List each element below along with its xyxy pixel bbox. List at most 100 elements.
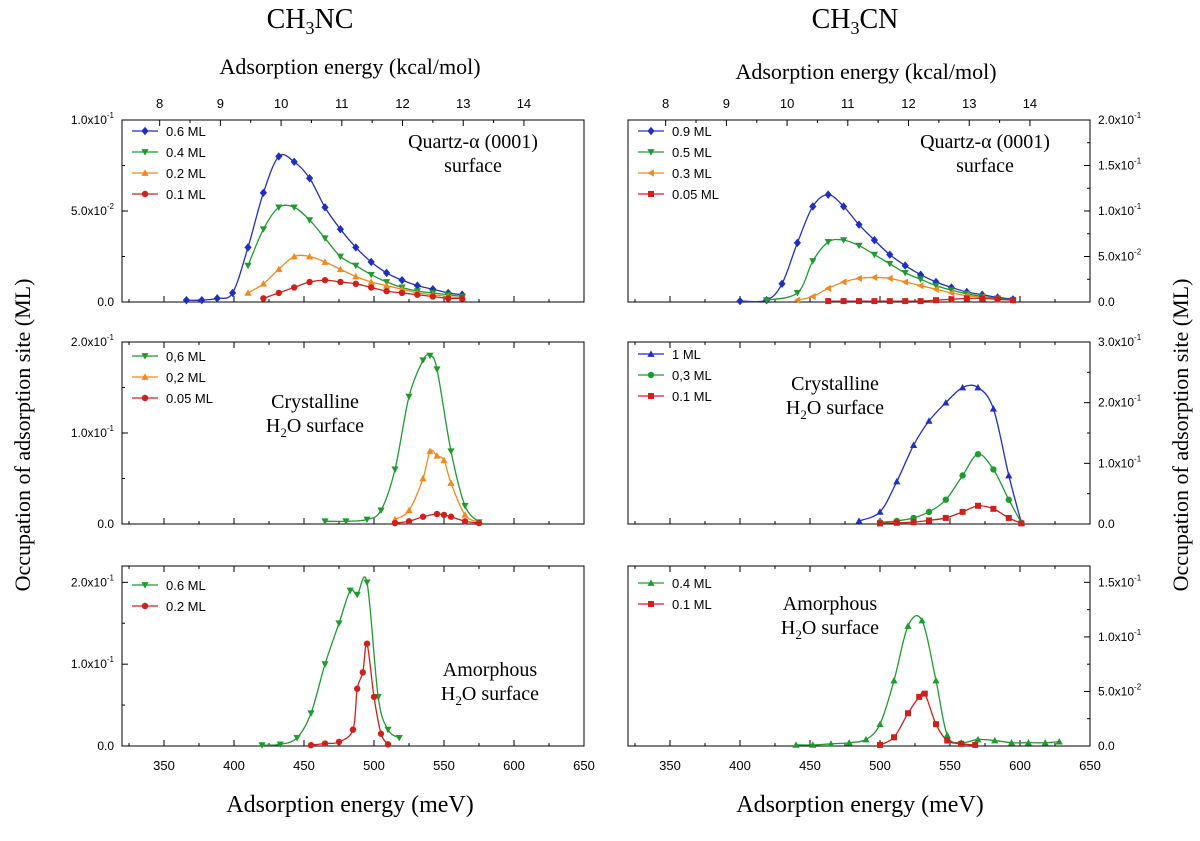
legend-marker <box>647 126 655 136</box>
legend-entry: 1 ML <box>638 347 701 362</box>
title-ch3nc: CH3NC <box>267 4 354 38</box>
data-point <box>886 250 894 259</box>
x-tick-label: 400 <box>223 758 245 773</box>
data-point <box>840 202 848 211</box>
y-tick-mantissa: 5.0x10 <box>1098 250 1134 264</box>
data-point <box>244 262 252 270</box>
y-tick-mantissa: 1.0x10 <box>1098 630 1134 644</box>
data-point <box>293 734 301 742</box>
data-point <box>901 270 909 277</box>
legend-label: 0.1 ML <box>166 187 206 202</box>
data-point <box>917 276 925 283</box>
surface-label: surface <box>956 155 1014 177</box>
y-tick-exponent: -2 <box>1134 248 1142 257</box>
data-point <box>321 235 329 242</box>
legend-entry: 0,3 ML <box>638 368 712 383</box>
data-point <box>972 741 979 748</box>
data-point <box>426 447 434 455</box>
data-point <box>275 289 282 297</box>
top-tick-label: 9 <box>723 96 730 111</box>
data-point <box>306 252 314 260</box>
data-point <box>419 357 427 364</box>
data-point <box>405 518 413 525</box>
y-tick-label: 5.0x10-2 <box>71 202 115 218</box>
series-line <box>879 453 1022 524</box>
data-point <box>1005 514 1012 521</box>
y-tick-label: 2.0x10-1 <box>71 333 115 349</box>
data-point <box>932 282 940 290</box>
legend-entry: 0.6 ML <box>132 124 206 139</box>
title-ch3cn-sub: 3 <box>851 18 860 38</box>
data-point <box>306 174 314 183</box>
y-tick-label: 1.0x10-1 <box>1098 628 1142 644</box>
legend-marker <box>141 169 149 176</box>
data-point <box>991 736 999 744</box>
data-point <box>440 456 448 464</box>
data-point <box>229 288 237 298</box>
legend-label: 0,2 ML <box>166 370 206 385</box>
y-tick-label: 2.0x10-1 <box>71 573 115 589</box>
data-point <box>321 258 329 265</box>
data-point <box>886 260 894 268</box>
data-point <box>917 282 924 290</box>
title-ch3cn-main: CH <box>812 4 851 35</box>
legend-label: 0,3 ML <box>672 368 712 383</box>
data-point <box>370 693 378 701</box>
data-point <box>368 284 375 291</box>
y-tick-exponent: -2 <box>107 202 115 211</box>
y-tick-exponent: -1 <box>1134 202 1142 211</box>
y-tick-label: 1.0x10-1 <box>71 111 115 127</box>
surface-label: surface <box>444 155 502 177</box>
data-point <box>809 202 817 211</box>
title-ch3nc-main: CH <box>267 4 306 35</box>
series-line <box>310 642 389 746</box>
data-point <box>395 734 403 742</box>
data-point <box>905 710 911 717</box>
surface-text: O surface <box>802 617 879 639</box>
y-tick-label: 0.0 <box>1098 739 1115 753</box>
data-point <box>291 284 298 291</box>
data-point <box>845 739 853 746</box>
y-tick-label: 0.0 <box>97 295 114 309</box>
data-point <box>419 474 427 482</box>
legend-marker <box>141 582 149 589</box>
data-point <box>336 225 344 234</box>
data-point <box>321 740 329 747</box>
data-point <box>352 262 360 270</box>
data-point <box>792 741 800 748</box>
panel-5: 350 400 450 500 550 600 6500.05.0x10-21.0x10-1… <box>627 565 1142 773</box>
legend-entry: 0.1 ML <box>638 389 712 404</box>
data-point <box>383 282 391 289</box>
y-tick-mantissa: 0.0 <box>1098 739 1115 753</box>
x-tick-label: 400 <box>729 758 751 773</box>
data-point <box>925 417 933 424</box>
series-0 <box>321 352 483 526</box>
x-tick-label: 500 <box>869 758 891 773</box>
data-point <box>918 616 926 624</box>
legend-marker <box>141 126 149 136</box>
data-point <box>213 294 221 303</box>
data-point <box>335 738 343 746</box>
surface-label: H2O surface <box>441 683 539 708</box>
data-point <box>337 278 344 286</box>
panel-3: 0.01.0x10-12.0x10-13.0x10-11 ML0,3 ML0.1… <box>627 333 1142 531</box>
data-point <box>959 508 966 515</box>
y-tick-mantissa: 1.0x10 <box>1098 456 1134 470</box>
data-point <box>363 516 371 524</box>
data-point <box>840 278 847 286</box>
data-point <box>398 289 406 297</box>
data-point <box>1018 520 1025 527</box>
series-2 <box>877 502 1025 527</box>
data-point <box>260 295 267 302</box>
data-point <box>958 740 965 747</box>
data-point <box>959 383 967 391</box>
y-tick-mantissa: 1.0x10 <box>1098 204 1134 218</box>
data-point <box>827 740 835 747</box>
y-tick-mantissa: 2.0x10 <box>71 575 107 589</box>
y-tick-exponent: -1 <box>107 573 115 582</box>
legend-label: 0.6 ML <box>166 578 206 593</box>
legend-entry: 0.05 ML <box>638 187 719 202</box>
data-point <box>916 693 923 700</box>
y-tick-exponent: -2 <box>1134 682 1142 691</box>
data-point <box>917 298 924 305</box>
